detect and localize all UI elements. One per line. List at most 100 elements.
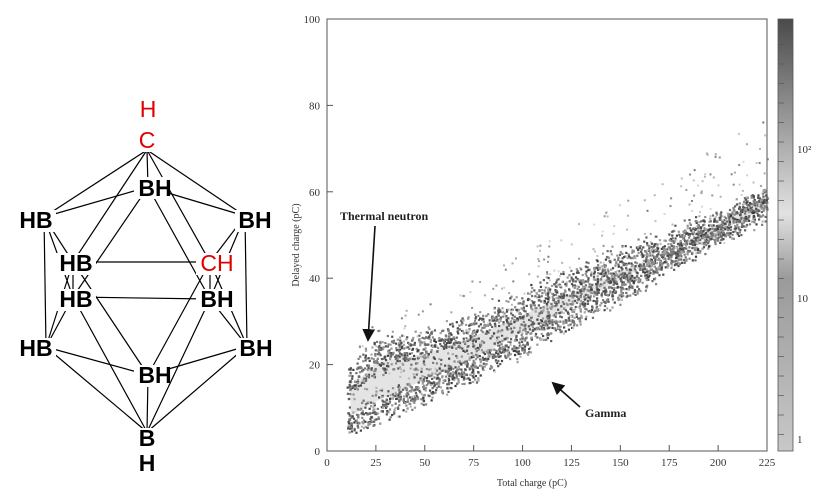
heatmap-cell-band-1: [447, 381, 451, 384]
heatmap-cell-band-0: [537, 299, 540, 302]
heatmap-cell-band-1: [589, 288, 593, 291]
heatmap-cell-band-0: [472, 345, 475, 348]
heatmap-cell-outlier: [371, 329, 374, 332]
heatmap-cell-outlier: [403, 327, 406, 330]
bond-30: [72, 296, 148, 433]
atom-bh-right: BH: [238, 207, 271, 233]
heatmap-cell-outlier: [492, 287, 495, 290]
heatmap-cell-band-0: [362, 379, 365, 382]
heatmap-cell-band-1: [500, 343, 503, 346]
heatmap-cell-band-1: [590, 291, 593, 294]
heatmap-cell-band-0: [381, 341, 384, 344]
heatmap-cell-band-0: [376, 361, 379, 364]
heatmap-cell-band-0: [576, 270, 579, 273]
heatmap-cell-band-1: [433, 381, 436, 384]
heatmap-cell-band-1: [362, 419, 365, 422]
heatmap-cell-band-1: [475, 353, 478, 356]
heatmap-cell-band-0: [605, 279, 608, 282]
heatmap-cell-band-0: [645, 236, 648, 239]
heatmap-cell-outlier: [442, 379, 445, 382]
heatmap-cell-band-0: [560, 292, 563, 295]
heatmap-cell-band-0: [506, 308, 509, 312]
heatmap-cell-band-1: [370, 416, 374, 419]
bond-5: [43, 186, 149, 218]
heatmap-cell-outlier: [600, 284, 603, 287]
heatmap-cell-band-0: [477, 318, 481, 322]
heatmap-cell-band-0: [605, 255, 609, 259]
heatmap-cell-band-0: [645, 251, 648, 254]
heatmap-cell-band-0: [560, 297, 564, 300]
heatmap-cell-outlier: [416, 335, 419, 338]
heatmap-cell-band-1: [394, 394, 397, 398]
heatmap-cell-band-0: [540, 295, 543, 298]
heatmap-cell-outlier: [503, 286, 506, 289]
heatmap-cell-band-0: [717, 229, 720, 232]
heatmap-cell-band-0: [680, 251, 683, 255]
heatmap-cell-band-0: [375, 340, 379, 344]
heatmap-cell-band-0: [572, 278, 575, 281]
heatmap-cell-band-1: [763, 207, 766, 210]
heatmap-cell-band-1: [697, 238, 700, 241]
heatmap-cell-band-0: [583, 287, 586, 291]
heatmap-cell-band-0: [358, 375, 361, 378]
heatmap-cell-band-0: [423, 354, 426, 357]
heatmap-cell-band-1: [620, 295, 623, 298]
heatmap-cell-outlier: [746, 174, 749, 177]
heatmap-cell-band-1: [422, 397, 425, 400]
heatmap-cell-outlier: [547, 255, 550, 258]
heatmap-cell-band-0: [494, 319, 498, 322]
heatmap-cell-band-0: [652, 249, 655, 252]
heatmap-cell-band-0: [575, 268, 578, 271]
x-axis-ticks: 0 25 50 75 100 125 150 175 200 225: [324, 445, 776, 469]
heatmap-cell-band-1: [523, 348, 526, 351]
heatmap-cell-band-0: [464, 342, 467, 345]
heatmap-cell-band-0: [614, 262, 618, 265]
heatmap-cell-band-1: [695, 240, 698, 244]
heatmap-cell-band-0: [411, 348, 414, 352]
heatmap-cell-band-1: [627, 275, 630, 278]
heatmap-cell-band-1: [509, 341, 512, 344]
heatmap-cell-outlier: [472, 342, 475, 345]
heatmap-cell-band-0: [621, 252, 624, 255]
heatmap-cell-band-0: [627, 255, 631, 258]
heatmap-cell-band-1: [622, 283, 625, 286]
heatmap-cell-band-1: [503, 348, 507, 351]
heatmap-cell-band-0: [539, 310, 543, 313]
heatmap-cell-band-1: [483, 365, 486, 368]
heatmap-cell-band-0: [728, 215, 732, 218]
heatmap-cell-band-1: [728, 232, 731, 235]
heatmap-cell-band-1: [369, 401, 373, 404]
heatmap-cell-outlier: [399, 368, 402, 371]
heatmap-cell-outlier: [606, 215, 609, 218]
heatmap-cell-band-0: [497, 311, 500, 314]
heatmap-cell-band-0: [466, 332, 469, 335]
heatmap-cell-band-0: [586, 266, 589, 269]
heatmap-cell-band-0: [398, 348, 402, 351]
heatmap-cell-band-1: [481, 356, 484, 359]
heatmap-cell-band-1: [348, 431, 351, 434]
heatmap-cell-band-1: [760, 205, 763, 209]
heatmap-cell-band-1: [453, 360, 456, 363]
heatmap-cell-band-0: [517, 302, 520, 305]
heatmap-cell-outlier: [429, 368, 432, 371]
heatmap-cell-band-1: [465, 360, 468, 363]
heatmap-cell-band-0: [663, 252, 667, 256]
heatmap-cell-band-1: [619, 286, 622, 289]
heatmap-cell-band-0: [533, 304, 537, 307]
heatmap-cell-band-1: [418, 389, 421, 392]
heatmap-cell-band-0: [682, 230, 685, 233]
heatmap-cell-band-1: [509, 357, 512, 361]
heatmap-cell-band-0: [757, 194, 760, 197]
heatmap-cell-band-0: [620, 266, 623, 269]
heatmap-cell-band-0: [516, 310, 519, 313]
heatmap-cell-band-0: [349, 381, 352, 384]
heatmap-cell-band-1: [502, 349, 505, 352]
heatmap-cell-band-0: [562, 292, 565, 295]
heatmap-cell-band-1: [519, 345, 523, 348]
heatmap-cell-band-0: [551, 292, 555, 296]
heatmap-cell-band-0: [606, 275, 609, 278]
heatmap-cell-band-1: [611, 298, 615, 301]
heatmap-cell-outlier: [546, 271, 549, 274]
heatmap-cell-band-0: [691, 243, 695, 247]
heatmap-cell-band-1: [595, 302, 599, 305]
